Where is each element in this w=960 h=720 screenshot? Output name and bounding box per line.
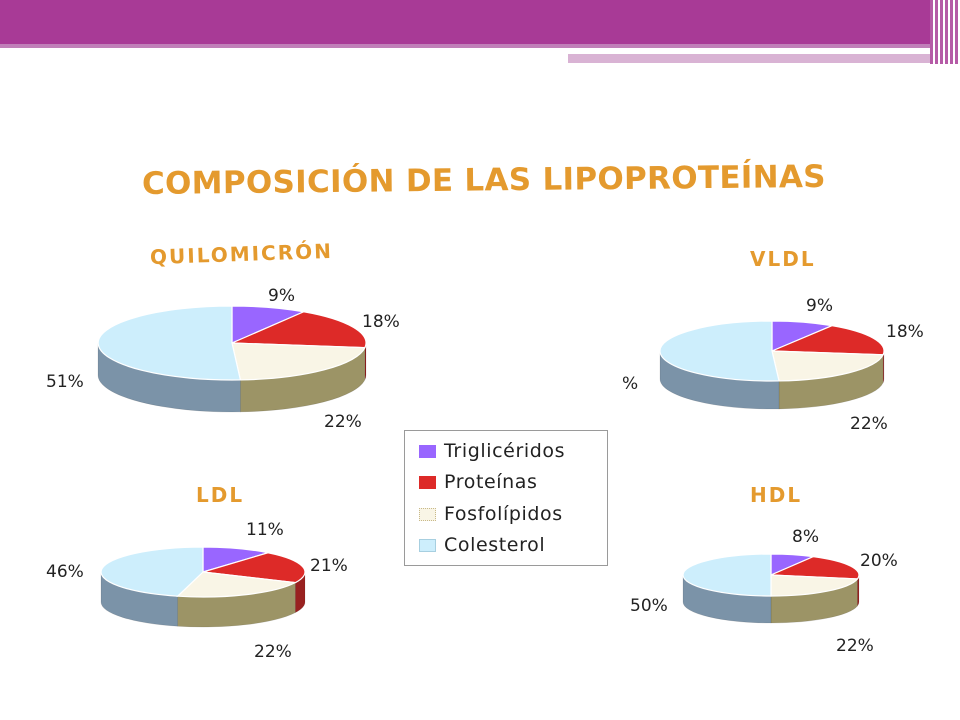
- pie-slice-quilomicron-fosfolipidos: [231, 342, 366, 381]
- header-bars-right: [930, 0, 960, 64]
- pie-title-hdl: HDL: [750, 483, 803, 507]
- legend-swatch-colesterol: [419, 538, 436, 552]
- pie-slice-vldl-fosfolipidos: [771, 350, 885, 382]
- legend-label-colesterol: Colesterol: [444, 534, 546, 556]
- legend-label-proteinas: Proteínas: [444, 471, 538, 493]
- pie-label-hdl-colesterol: 50%: [630, 596, 668, 616]
- pie-label-quilomicron-fosfolipidos: 22%: [324, 412, 362, 432]
- legend: Triglicéridos Proteínas Fosfolípidos Col…: [404, 430, 608, 566]
- pie-label-quilomicron-proteinas: 18%: [362, 312, 400, 332]
- header-line: [568, 52, 888, 54]
- pie-slice-vldl-colesterol: [659, 320, 780, 382]
- header-stripe-right: [568, 54, 960, 63]
- pie-label-hdl-trigliceridos: 8%: [792, 527, 819, 547]
- pie-label-vldl-colesterol: %: [622, 374, 639, 394]
- pie-label-vldl-proteinas: 18%: [886, 322, 924, 342]
- pie-label-hdl-proteinas: 20%: [860, 551, 898, 571]
- pie-slice-hdl-colesterol: [682, 553, 772, 597]
- pie-label-vldl-trigliceridos: 9%: [806, 296, 833, 316]
- pie-slice-quilomicron-colesterol: [97, 305, 242, 381]
- pie-label-hdl-fosfolipidos: 22%: [836, 636, 874, 656]
- pie-label-quilomicron-colesterol: 51%: [46, 372, 84, 392]
- pie-label-ldl-fosfolipidos: 22%: [254, 642, 292, 662]
- legend-swatch-trigliceridos: [419, 444, 436, 458]
- header-stripe: [0, 44, 960, 48]
- legend-swatch-fosfolipidos: [419, 507, 436, 521]
- pie-slice-quilomicron-proteinas: [231, 311, 367, 349]
- pie-title-vldl: VLDL: [750, 247, 816, 271]
- pie-slice-ldl-colesterol: [100, 546, 204, 597]
- legend-swatch-proteinas: [419, 475, 436, 489]
- pie-slice-ldl-fosfolipidos: [176, 571, 298, 598]
- pie-label-ldl-colesterol: 46%: [46, 562, 84, 582]
- pie-label-ldl-trigliceridos: 11%: [246, 520, 284, 540]
- pie-label-vldl-fosfolipidos: 22%: [850, 414, 888, 434]
- pie-slice-hdl-proteinas: [770, 555, 860, 580]
- legend-label-fosfolipidos: Fosfolípidos: [444, 503, 563, 525]
- legend-item-trigliceridos: Triglicéridos: [419, 440, 565, 462]
- pie-label-quilomicron-trigliceridos: 9%: [268, 286, 295, 306]
- pie-label-ldl-proteinas: 21%: [310, 556, 348, 576]
- legend-item-fosfolipidos: Fosfolípidos: [419, 503, 563, 525]
- legend-item-proteinas: Proteínas: [419, 471, 538, 493]
- legend-label-trigliceridos: Triglicéridos: [444, 440, 566, 462]
- pie-slice-vldl-proteinas: [771, 325, 885, 356]
- legend-item-colesterol: Colesterol: [419, 534, 545, 556]
- pie-slice-ldl-proteinas: [202, 552, 306, 584]
- pie-slice-hdl-fosfolipidos: [770, 574, 859, 597]
- header-banner: [0, 0, 960, 44]
- pie-title-ldl: LDL: [196, 483, 245, 507]
